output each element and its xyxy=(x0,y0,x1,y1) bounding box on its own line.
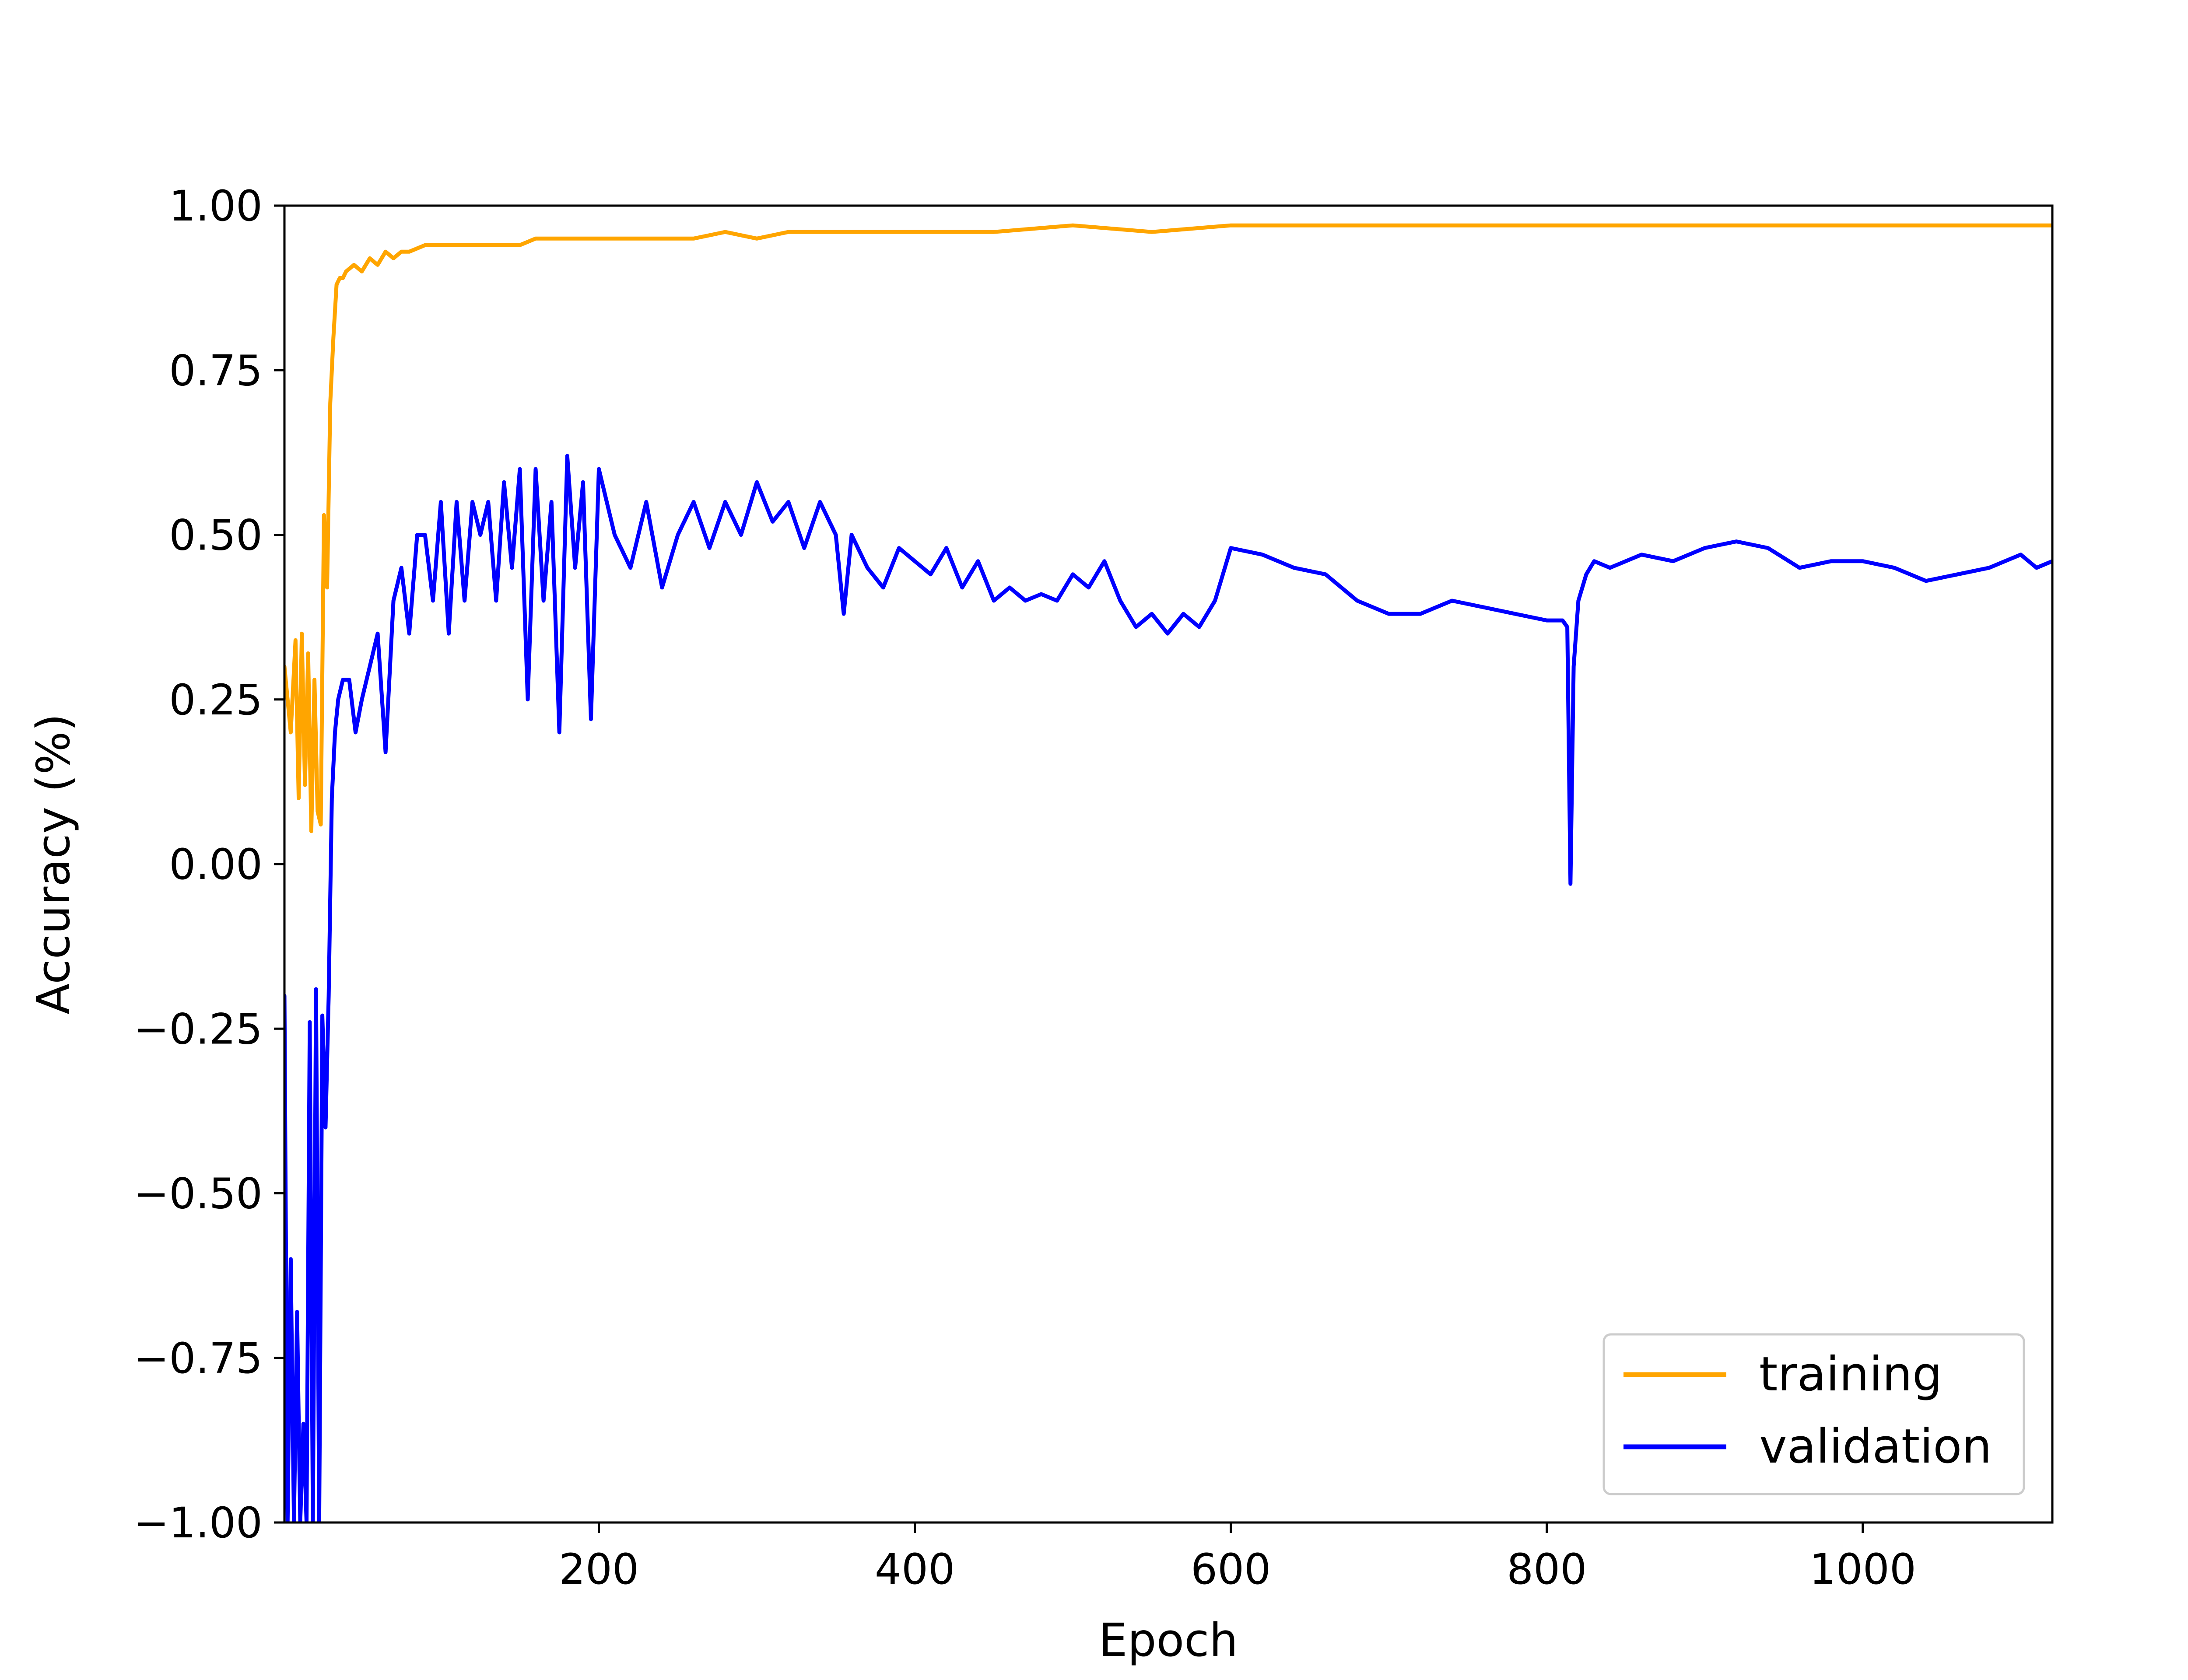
x-tick-label: 1000 xyxy=(1809,1545,1916,1594)
series-layer xyxy=(284,223,2052,1522)
x-tick-label: 800 xyxy=(1507,1545,1587,1594)
legend-label-validation: validation xyxy=(1759,1419,1992,1474)
x-axis-title: Epoch xyxy=(1099,1614,1238,1667)
y-tick-label: −0.75 xyxy=(134,1334,263,1383)
y-tick-label: −1.00 xyxy=(134,1498,263,1547)
y-tick-label: 0.25 xyxy=(169,676,263,724)
legend: training validation xyxy=(1602,1333,2025,1495)
y-axis-title: Accuracy (%) xyxy=(27,714,80,1015)
series-line-validation xyxy=(284,454,2052,1522)
y-axis: −1.00 −0.75 −0.50 −0.25 0.00 0.25 0.50 0.75 1.00 xyxy=(134,182,284,1547)
y-tick-label: 1.00 xyxy=(169,182,263,231)
legend-label-training: training xyxy=(1759,1347,1942,1402)
x-tick-label: 400 xyxy=(875,1545,955,1594)
y-tick-label: 0.75 xyxy=(169,346,263,395)
x-tick-label: 600 xyxy=(1191,1545,1271,1594)
y-tick-label: 0.50 xyxy=(169,511,263,560)
series-line-training xyxy=(284,223,2052,833)
y-tick-label: 0.00 xyxy=(169,840,263,889)
y-tick-label: −0.25 xyxy=(134,1004,263,1054)
y-tick-label: −0.50 xyxy=(134,1169,263,1218)
x-tick-label: 200 xyxy=(559,1545,639,1594)
x-axis: 200 400 600 800 1000 xyxy=(559,1522,1916,1594)
